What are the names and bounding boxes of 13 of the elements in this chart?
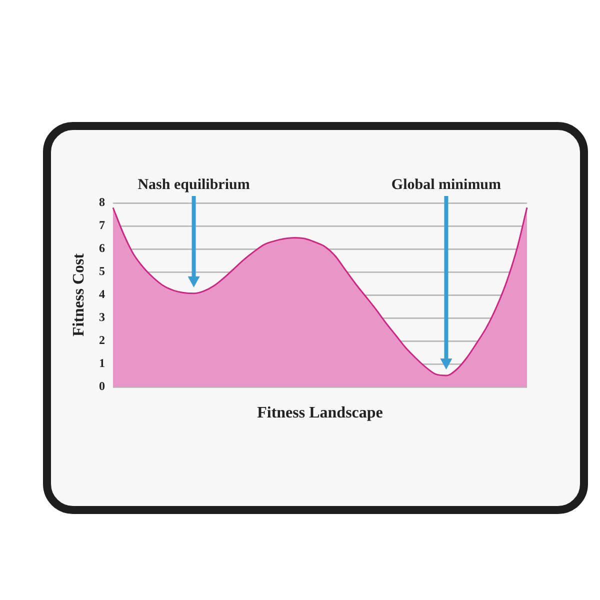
y-tick-label: 2	[99, 333, 105, 348]
y-tick-label: 4	[99, 287, 105, 302]
y-tick-label: 1	[99, 356, 105, 370]
y-axis-title: Fitness Cost	[70, 252, 88, 337]
y-tick-label: 5	[99, 264, 105, 278]
y-tick-label: 8	[99, 195, 105, 210]
y-tick-label: 0	[99, 379, 105, 394]
y-tick-label: 6	[99, 241, 105, 256]
y-tick-label: 7	[99, 218, 105, 232]
text: Global minimum	[391, 177, 502, 193]
x-axis-title: Fitness Landscape	[257, 404, 383, 422]
text: Nash equilibrium	[138, 177, 250, 193]
y-tick-label: 3	[99, 310, 105, 324]
